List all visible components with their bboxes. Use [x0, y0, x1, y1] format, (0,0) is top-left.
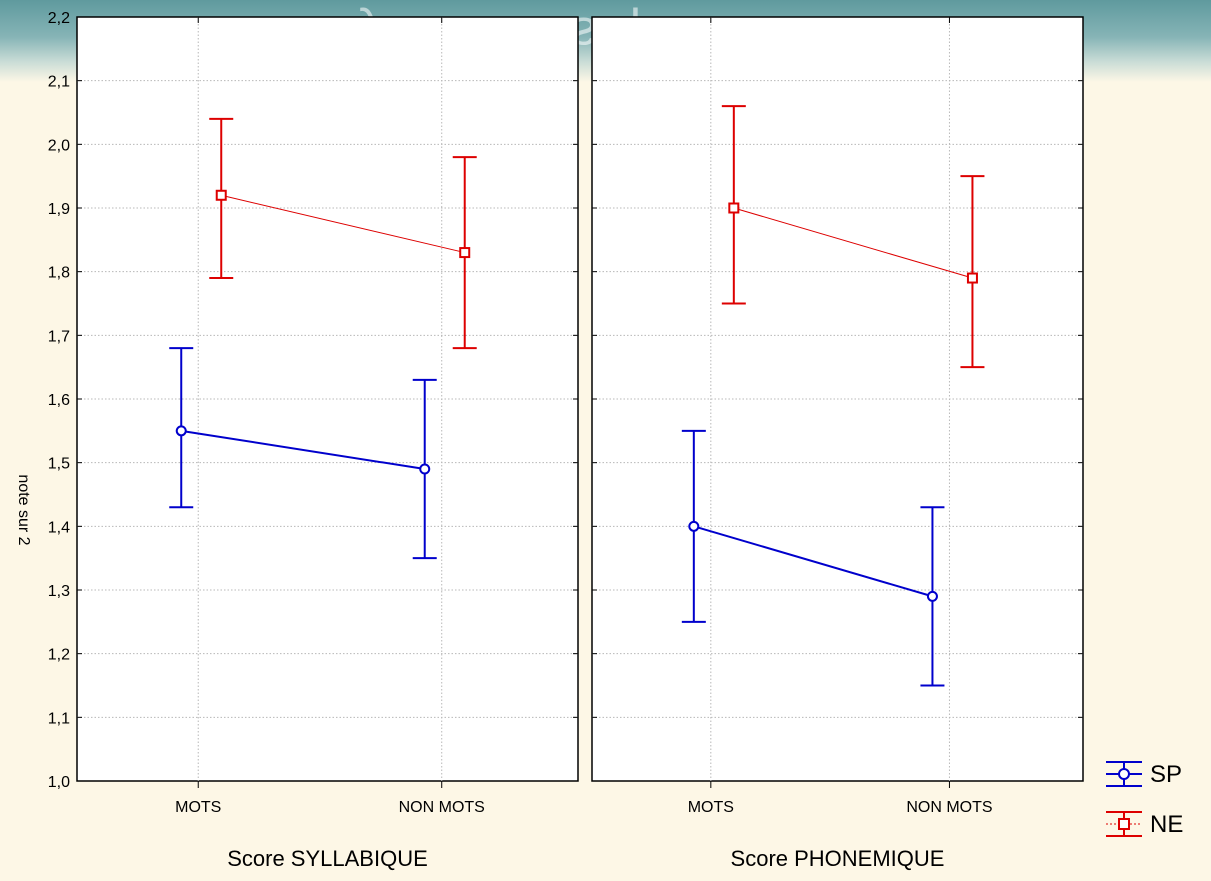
- y-tick-label: 1,9: [48, 201, 70, 218]
- data-point: [688, 520, 700, 532]
- data-point: [419, 463, 431, 475]
- panel-2: MOTS NON MOTS Score PHONEMIQUE: [591, 16, 1084, 871]
- x-category-label: NON MOTS: [906, 799, 992, 816]
- series-line: [181, 429, 425, 471]
- legend-label: NE: [1150, 811, 1183, 838]
- x-category-label: MOTS: [688, 799, 734, 816]
- y-tick-label: 1,5: [48, 456, 70, 473]
- data-point: [175, 425, 187, 437]
- plot-frame: [76, 16, 579, 782]
- y-tick-label: 2,2: [48, 10, 70, 27]
- y-tick-label: 2,1: [48, 74, 70, 91]
- y-tick-label: 1,3: [48, 583, 70, 600]
- y-tick-label: 1,2: [48, 647, 70, 664]
- legend-marker: [1118, 768, 1130, 780]
- y-tick-label: 1,1: [48, 710, 70, 727]
- x-axis-title: Score SYLLABIQUE: [227, 846, 428, 871]
- y-axis-label: note sur 2: [15, 474, 32, 545]
- panel-1: MOTS NON MOTS Score SYLLABIQUE: [76, 16, 579, 871]
- x-category-label: NON MOTS: [399, 799, 485, 816]
- data-point: [926, 590, 938, 602]
- y-tick-label: 1,8: [48, 265, 70, 282]
- data-point: [459, 247, 471, 259]
- y-tick-label: 1,6: [48, 392, 70, 409]
- series-line: [693, 525, 933, 598]
- data-point: [966, 272, 978, 284]
- y-tick-label: 1,0: [48, 774, 70, 791]
- y-tick-label: 1,4: [48, 519, 70, 536]
- y-tick-label: 1,7: [48, 328, 70, 345]
- legend-label: SP: [1150, 761, 1182, 788]
- y-tick-label: 2,0: [48, 137, 70, 154]
- legend-marker: [1118, 818, 1130, 830]
- legend: SP NE: [1106, 761, 1183, 838]
- data-point: [728, 202, 740, 214]
- x-axis-title: Score PHONEMIQUE: [731, 846, 945, 871]
- x-category-label: MOTS: [175, 799, 221, 816]
- series-line: [221, 194, 465, 254]
- series-line: [733, 207, 973, 279]
- data-point: [215, 189, 227, 201]
